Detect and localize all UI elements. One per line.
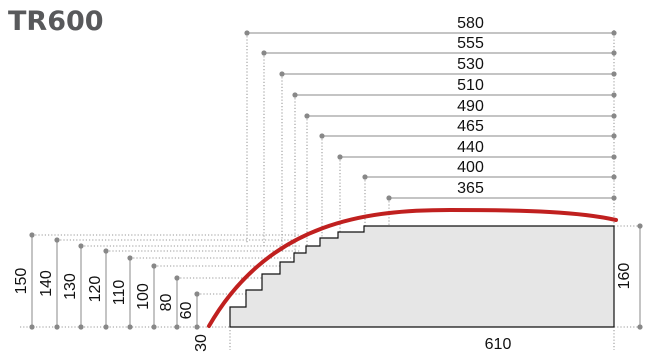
- dim-dot: [29, 324, 35, 330]
- width-dim-label: 530: [457, 56, 484, 73]
- dimension-lines: [29, 30, 643, 330]
- width-dim-label: 580: [457, 15, 484, 32]
- width-dim-label: 400: [457, 159, 484, 176]
- dim-dot: [151, 263, 157, 269]
- dim-dot: [292, 92, 298, 98]
- profile-shape: [229, 225, 615, 328]
- dim-dot: [611, 92, 617, 98]
- dim-dot: [174, 324, 180, 330]
- height-dim-label: 100: [135, 283, 152, 310]
- dim-dot: [611, 30, 617, 36]
- width-dim-label: 440: [457, 139, 484, 156]
- dim-dot: [174, 275, 180, 281]
- dim-dot: [151, 324, 157, 330]
- dim-dot: [244, 30, 250, 36]
- dim-dot: [611, 174, 617, 180]
- dim-dot: [78, 324, 84, 330]
- base-width-label: 610: [485, 336, 512, 353]
- dim-dot: [194, 324, 200, 330]
- dim-dot: [362, 174, 368, 180]
- dim-dot: [637, 223, 643, 229]
- width-dim-label: 510: [457, 77, 484, 94]
- dim-dot: [337, 154, 343, 160]
- height-dim-label: 140: [38, 270, 55, 297]
- height-dim-label: 150: [13, 268, 30, 295]
- roof-curve: [207, 207, 618, 328]
- dimension-labels: 580 555 530 510 490 465 440 400 365 150 140 130 120 1…: [13, 15, 633, 353]
- height-dim-label: 110: [111, 280, 128, 306]
- dim-dot: [611, 195, 617, 201]
- dim-dot: [194, 291, 200, 297]
- width-dim-label: 365: [457, 180, 484, 197]
- dim-dot: [261, 50, 267, 56]
- dim-dot: [127, 324, 133, 330]
- dim-dot: [637, 324, 643, 330]
- dim-dot: [319, 133, 325, 139]
- height-dim-label: 120: [87, 276, 104, 303]
- dim-dot: [54, 237, 60, 243]
- dim-dot: [611, 133, 617, 139]
- dim-dot: [611, 113, 617, 119]
- total-height-label: 160: [616, 263, 633, 290]
- dim-dot: [54, 324, 60, 330]
- width-dim-label: 555: [457, 35, 484, 52]
- dim-dot: [611, 71, 617, 77]
- dim-dot: [78, 243, 84, 249]
- width-dim-label: 465: [457, 118, 484, 135]
- dim-dot: [103, 324, 109, 330]
- dim-dot: [386, 195, 392, 201]
- height-dim-label: 80: [158, 294, 175, 312]
- dim-dot: [29, 232, 35, 238]
- dim-dot: [611, 154, 617, 160]
- height-dim-label: 60: [178, 302, 195, 320]
- product-title: TR600: [8, 6, 104, 37]
- dim-dot: [304, 113, 310, 119]
- dim-dot: [279, 71, 285, 77]
- dim-dot: [127, 255, 133, 261]
- height-dim-label: 130: [62, 273, 79, 300]
- width-dim-label: 490: [457, 98, 484, 115]
- dim-dot: [611, 50, 617, 56]
- height-dim-label: 30: [193, 334, 210, 352]
- dim-dot: [103, 248, 109, 254]
